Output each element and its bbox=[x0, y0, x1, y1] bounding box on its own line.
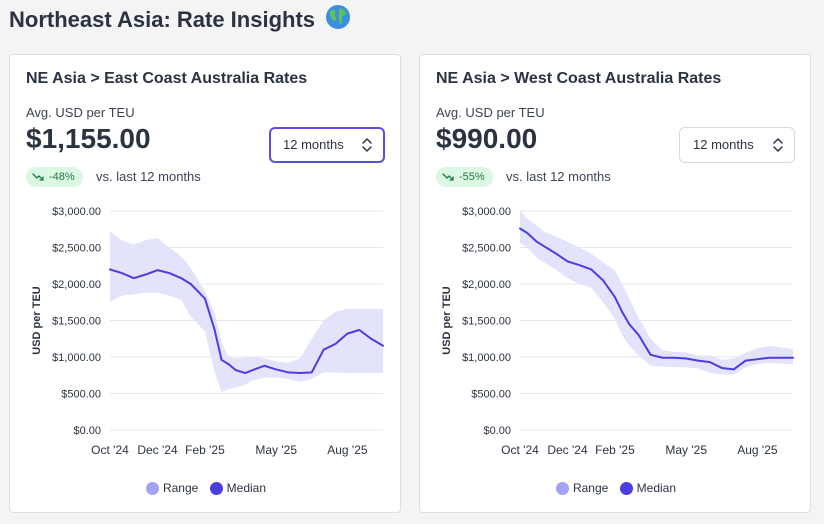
y-tick-label: $0.00 bbox=[483, 425, 511, 437]
legend-label-range: Range bbox=[572, 481, 609, 495]
y-tick-label: $500.00 bbox=[471, 389, 511, 401]
range-swatch bbox=[555, 481, 569, 495]
trend-down-icon bbox=[32, 173, 44, 181]
x-tick-label: May '25 bbox=[255, 443, 297, 457]
y-axis-label: USD per TEU bbox=[31, 286, 43, 355]
chart-legend: Range Median bbox=[420, 481, 812, 498]
range-band bbox=[110, 231, 383, 393]
x-tick-label: Aug '25 bbox=[737, 443, 778, 457]
legend-item-range[interactable]: Range bbox=[555, 481, 609, 495]
delta-value: -48% bbox=[49, 171, 75, 183]
page-title-text: Northeast Asia: Rate Insights bbox=[9, 7, 316, 32]
legend-item-median[interactable]: Median bbox=[209, 481, 267, 495]
chevron-up-down-icon bbox=[362, 138, 372, 152]
rate-chart-west-coast: $0.00 $500.00 $1,000.00 $1,500.00 $2,000.00 $… bbox=[441, 206, 794, 457]
median-swatch bbox=[619, 481, 633, 495]
y-tick-label: $0.00 bbox=[73, 425, 101, 437]
y-tick-label: $1,000.00 bbox=[52, 352, 101, 364]
median-swatch bbox=[209, 481, 223, 495]
metric-label: Avg. USD per TEU bbox=[26, 105, 135, 120]
legend-item-range[interactable]: Range bbox=[145, 481, 199, 495]
metric-value: $990.00 bbox=[436, 123, 538, 154]
x-tick-label: Dec '24 bbox=[137, 443, 178, 457]
x-tick-label: Aug '25 bbox=[327, 443, 368, 457]
period-select[interactable]: 12 months bbox=[679, 127, 795, 163]
y-tick-label: $2,500.00 bbox=[52, 243, 101, 255]
legend-label-median: Median bbox=[636, 481, 677, 495]
trend-down-icon bbox=[442, 173, 454, 181]
median-line bbox=[109, 268, 384, 375]
chart-legend: Range Median bbox=[10, 481, 402, 498]
y-tick-label: $3,000.00 bbox=[52, 206, 101, 218]
y-tick-label: $2,000.00 bbox=[52, 279, 101, 291]
x-tick-label: Feb '25 bbox=[185, 443, 225, 457]
x-tick-label: Dec '24 bbox=[547, 443, 588, 457]
legend-label-range: Range bbox=[162, 481, 199, 495]
legend-item-median[interactable]: Median bbox=[619, 481, 677, 495]
x-tick-label: May '25 bbox=[665, 443, 707, 457]
rate-card-east-coast: NE Asia > East Coast Australia Rates Avg… bbox=[9, 54, 401, 513]
delta-badge: -48% bbox=[26, 167, 83, 187]
page-title: Northeast Asia: Rate Insights bbox=[9, 4, 351, 33]
y-tick-label: $1,500.00 bbox=[462, 316, 511, 328]
chevron-up-down-icon bbox=[773, 138, 783, 152]
legend-label-median: Median bbox=[226, 481, 267, 495]
delta-caption: vs. last 12 months bbox=[506, 169, 611, 184]
y-tick-label: $500.00 bbox=[61, 389, 101, 401]
x-tick-label: Feb '25 bbox=[595, 443, 635, 457]
x-tick-label: Oct '24 bbox=[501, 443, 539, 457]
period-select[interactable]: 12 months bbox=[269, 127, 385, 163]
x-tick-label: Oct '24 bbox=[91, 443, 129, 457]
range-swatch bbox=[145, 481, 159, 495]
metric-value: $1,155.00 bbox=[26, 123, 151, 154]
y-axis-label: USD per TEU bbox=[441, 286, 453, 355]
y-tick-label: $1,500.00 bbox=[52, 316, 101, 328]
rate-card-west-coast: NE Asia > West Coast Australia Rates Avg… bbox=[419, 54, 811, 513]
y-tick-label: $2,500.00 bbox=[462, 243, 511, 255]
y-tick-label: $1,000.00 bbox=[462, 352, 511, 364]
globe-icon bbox=[326, 5, 351, 29]
card-title: NE Asia > East Coast Australia Rates bbox=[26, 70, 308, 87]
period-select-value: 12 months bbox=[283, 137, 344, 152]
metric-label: Avg. USD per TEU bbox=[436, 105, 545, 120]
delta-value: -55% bbox=[459, 171, 485, 183]
range-band bbox=[520, 211, 793, 375]
period-select-value: 12 months bbox=[693, 137, 754, 152]
delta-badge: -55% bbox=[436, 167, 493, 187]
y-tick-label: $3,000.00 bbox=[462, 206, 511, 218]
median-line bbox=[519, 227, 794, 371]
y-tick-label: $2,000.00 bbox=[462, 279, 511, 291]
delta-caption: vs. last 12 months bbox=[96, 169, 201, 184]
card-title: NE Asia > West Coast Australia Rates bbox=[436, 70, 722, 87]
rate-chart-east-coast: $0.00 $500.00 $1,000.00 $1,500.00 $2,000.00 $… bbox=[31, 206, 384, 457]
